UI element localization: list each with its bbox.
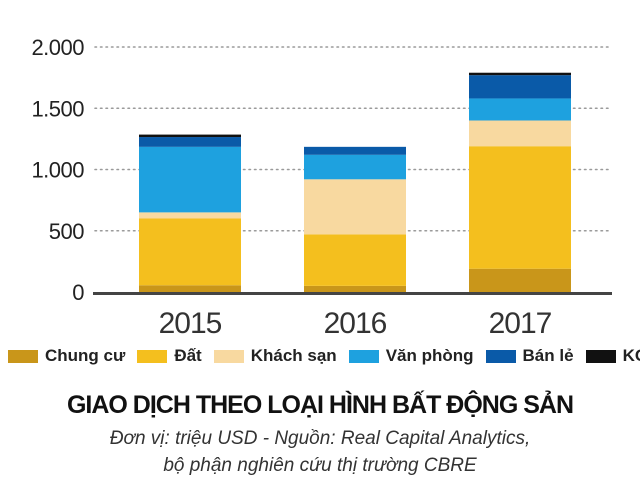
- bar-segment: [304, 234, 406, 286]
- y-tick-label: 500: [49, 219, 84, 244]
- legend-label: Khách sạn: [250, 346, 337, 365]
- legend-swatch: [8, 349, 38, 363]
- bar-segment: [139, 137, 241, 147]
- stacked-bar-chart: 0 500 1.000 1.500 2.000 2015 2016 2017: [31, 35, 613, 340]
- legend-item: Đất: [137, 346, 202, 366]
- bar-segment: [139, 285, 241, 292]
- legend-item: Bán lẻ: [485, 346, 574, 366]
- bar-segment: [469, 75, 571, 99]
- chart-title: GIAO DỊCH THEO LOẠI HÌNH BẤT ĐỘNG SẢN: [66, 391, 574, 419]
- bar-segment: [304, 146, 406, 155]
- bar-segment: [139, 134, 241, 138]
- legend-label: Văn phòng: [385, 346, 474, 365]
- legend-swatch: [137, 349, 168, 363]
- bar-stack-2016: [304, 146, 406, 292]
- bar-segment: [139, 212, 241, 219]
- bars: [139, 72, 571, 292]
- legend-swatch: [485, 349, 516, 363]
- y-axis-tick-labels: 0 500 1.000 1.500 2.000: [31, 35, 84, 305]
- legend-item: Văn phòng: [348, 346, 474, 366]
- y-tick-label: 2.000: [31, 35, 84, 60]
- y-tick-label: 1.500: [31, 96, 84, 121]
- x-tick-label: 2016: [324, 307, 387, 340]
- bar-segment: [304, 154, 406, 180]
- bar-segment: [469, 120, 571, 147]
- chart-subtitle-line-1: Đơn vị: triệu USD - Nguồn: Real Capital …: [109, 428, 531, 449]
- bar-segment: [469, 72, 571, 76]
- y-tick-label: 1.000: [31, 158, 84, 183]
- legend-item: Khách sạn: [213, 346, 337, 366]
- bar-segment: [139, 146, 241, 213]
- bar-segment: [469, 146, 571, 269]
- chart-legend: Chung cư Đất Khách sạn Văn phòng Bán lẻ KCN: [8, 343, 640, 369]
- legend-label: Đất: [174, 346, 202, 365]
- legend-item: KCN: [585, 346, 640, 366]
- legend-label: Chung cư: [45, 346, 126, 365]
- x-axis-category-labels: 2015 2016 2017: [159, 307, 553, 340]
- bar-segment: [469, 268, 571, 292]
- legend-swatch: [585, 349, 616, 363]
- bar-segment: [139, 218, 241, 286]
- x-tick-label: 2017: [489, 307, 552, 340]
- legend-swatch: [348, 349, 379, 363]
- bar-segment: [469, 98, 571, 121]
- y-tick-label: 0: [72, 280, 84, 305]
- bar-segment: [304, 179, 406, 235]
- legend-label: Bán lẻ: [522, 346, 574, 365]
- bar-stack-2017: [469, 72, 571, 292]
- x-tick-label: 2015: [159, 307, 222, 340]
- legend-label: KCN: [622, 346, 640, 365]
- chart-subtitle-line-2: bộ phận nghiên cứu thị trường CBRE: [163, 455, 477, 476]
- bar-segment: [304, 285, 406, 292]
- bar-stack-2015: [139, 134, 241, 292]
- legend-swatch: [213, 349, 244, 363]
- legend-item: Chung cư: [8, 346, 125, 366]
